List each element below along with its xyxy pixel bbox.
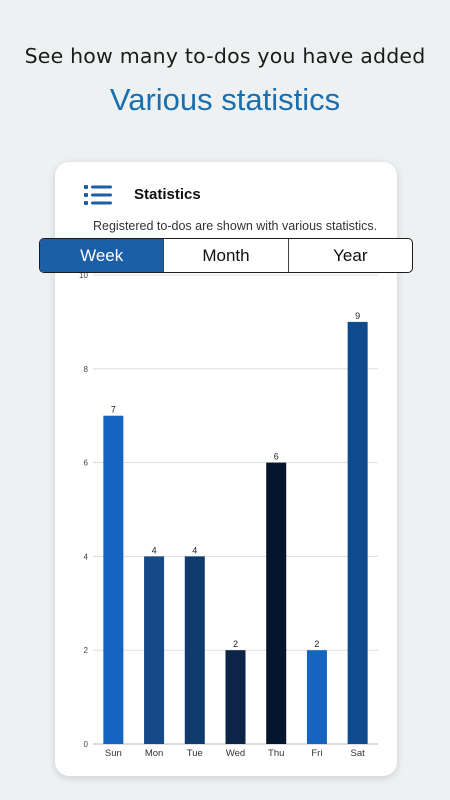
bar: [306, 650, 327, 744]
y-tick-label: 10: [79, 271, 88, 280]
promo-subheadline: Various statistics: [109, 82, 341, 117]
x-tick-label: Mon: [145, 748, 163, 759]
promo-headline: See how many to-dos you have added: [24, 44, 426, 68]
x-tick-label: Sun: [105, 748, 122, 759]
y-tick-label: 2: [84, 646, 89, 655]
data-label: 2: [233, 639, 238, 649]
y-tick-label: 0: [84, 740, 89, 749]
bar: [184, 556, 205, 744]
x-tick-label: Tue: [187, 748, 203, 759]
data-label: 2: [314, 639, 319, 649]
data-label: 9: [355, 311, 360, 321]
bar: [225, 650, 246, 744]
tab-week[interactable]: Week: [40, 239, 164, 272]
bar: [266, 462, 287, 744]
y-tick-label: 6: [84, 459, 89, 468]
x-tick-label: Wed: [226, 748, 245, 759]
data-label: 6: [274, 452, 279, 462]
hamburger-list-icon[interactable]: [84, 184, 112, 206]
card-description: Registered to-dos are shown with various…: [93, 219, 378, 233]
bar: [347, 321, 368, 744]
y-tick-label: 8: [84, 365, 89, 374]
x-tick-label: Fri: [311, 748, 322, 759]
period-tabs: Week Month Year: [39, 238, 413, 273]
tab-month[interactable]: Month: [163, 239, 287, 272]
data-label: 7: [111, 405, 116, 415]
tab-year[interactable]: Year: [287, 239, 412, 272]
x-tick-label: Sat: [351, 748, 366, 759]
x-tick-label: Thu: [268, 748, 284, 759]
bar: [103, 415, 124, 744]
y-tick-label: 4: [84, 552, 89, 561]
data-label: 4: [192, 545, 197, 555]
data-label: 4: [152, 545, 157, 555]
bar: [144, 556, 165, 744]
card-title: Statistics: [134, 186, 201, 203]
